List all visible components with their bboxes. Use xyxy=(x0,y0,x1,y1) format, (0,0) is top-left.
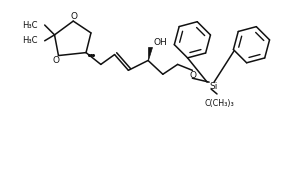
Text: C(CH₃)₃: C(CH₃)₃ xyxy=(204,99,234,108)
Text: Si: Si xyxy=(209,82,217,91)
Text: OH: OH xyxy=(153,38,167,47)
Text: O: O xyxy=(52,56,59,65)
Text: O: O xyxy=(190,71,197,80)
Text: O: O xyxy=(71,12,78,21)
Polygon shape xyxy=(148,47,152,60)
Text: H₃C: H₃C xyxy=(22,36,38,45)
Text: H₃C: H₃C xyxy=(22,21,38,29)
